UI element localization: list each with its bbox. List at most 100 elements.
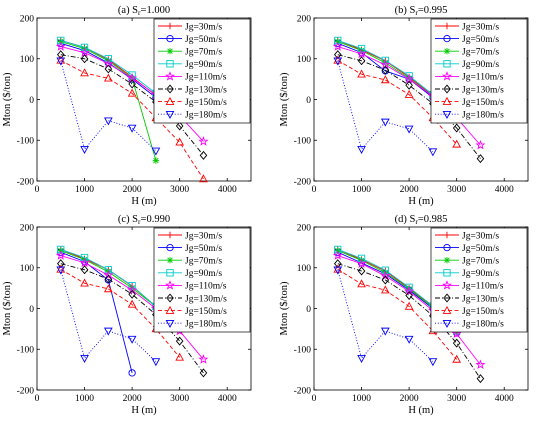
data-point-marker [405,75,413,82]
data-point-marker [103,327,113,336]
x-tick-label: 0 [312,394,317,404]
x-tick-label: 1000 [75,394,94,404]
x-axis-label: H (m) [408,196,434,207]
chart-title-main: (a) S [118,5,138,16]
legend-marker [165,110,175,119]
chart-title: (a) Sr=1.000 [118,5,170,17]
data-point-marker [357,56,366,66]
data-point-marker [357,44,366,53]
chart-title-subscript: r [415,217,418,226]
data-point-marker [381,275,390,285]
data-point-marker [104,266,112,274]
data-point-marker [80,43,89,51]
series-line [60,263,204,374]
x-tick-label: 1000 [75,185,94,195]
legend-entry-label: Jg=150m/s [462,98,504,108]
data-point-marker [405,283,413,291]
y-tick-label: -100 [17,137,35,147]
data-point-marker [332,41,343,51]
x-tick-label: 2000 [400,394,419,404]
legend-marker [441,71,453,81]
data-point-marker [381,266,389,274]
series-line [60,59,204,180]
data-point-marker [356,258,367,268]
data-point-marker [104,64,113,74]
x-axis-label: H (m) [408,405,434,416]
chart-panel-3: (d) Sr=0.985 0 1000 2000 3000 4000 -200 -100 0 10… [279,214,529,416]
data-point-marker [476,154,485,164]
legend-marker [166,84,174,94]
legend-marker [443,84,451,94]
x-tick-label: 4000 [218,185,237,195]
chart-title-subscript: r [138,8,141,17]
data-point-marker [175,336,184,346]
chart-title-subscript: r [138,217,141,226]
data-point-marker [127,124,137,133]
series-line [337,263,481,379]
data-point-marker [80,278,89,287]
y-tick-label: -200 [17,386,35,396]
series-7 [56,266,161,367]
data-point-marker [404,335,414,344]
data-point-marker [104,274,113,284]
y-tick-label: 0 [29,96,34,106]
legend-marker [443,231,451,239]
x-tick-label: 4000 [495,394,514,404]
data-point-marker [175,121,184,131]
legend-marker [443,293,451,303]
y-tick-label: -100 [294,137,312,147]
y-tick-label: 100 [297,55,312,65]
y-tick-label: -200 [17,177,35,187]
legend-entry-label: Jg=30m/s [462,22,499,32]
data-point-marker [198,354,209,364]
data-point-marker [332,250,343,260]
legend-entry-label: Jg=50m/s [185,244,222,254]
legend-entry-label: Jg=90m/s [185,60,222,70]
series-7 [56,57,161,156]
data-point-marker [80,145,89,154]
legend-entry-label: Jg=150m/s [185,98,227,108]
data-point-marker [357,266,366,276]
data-point-marker [80,253,89,262]
x-tick-label: 1000 [352,185,371,195]
data-point-marker [55,250,66,260]
legend-marker [166,231,174,239]
legend-entry-label: Jg=70m/s [185,48,222,58]
x-tick-label: 3000 [170,394,189,404]
legend-marker [165,96,175,105]
y-tick-label: 0 [306,305,311,315]
data-point-marker [357,254,366,263]
data-point-marker [476,374,485,384]
legend-entry-label: Jg=130m/s [462,294,504,304]
x-tick-label: 3000 [170,185,189,195]
data-point-marker [56,266,66,275]
y-tick-label: 100 [20,55,35,65]
data-point-marker [103,117,113,126]
data-point-marker [380,75,390,84]
legend: Jg=30m/s Jg=50m/s Jg=70m/s Jg=90m/s Jg=110m/… [430,18,528,124]
legend-entry-label: Jg=180m/s [462,111,504,121]
data-point-marker [404,125,414,134]
x-tick-label: 2000 [400,185,419,195]
data-point-marker [380,270,391,281]
y-tick-label: 200 [297,223,312,233]
data-point-marker [405,290,413,300]
data-point-marker [56,57,66,66]
x-tick-label: 1000 [352,394,371,404]
legend-entry-label: Jg=150m/s [462,307,504,317]
data-point-marker [405,285,413,293]
data-point-marker [452,123,461,133]
y-tick-label: -100 [294,346,312,356]
legend-marker [442,96,452,105]
y-tick-label: 200 [297,14,312,24]
legend-entry-label: Jg=110m/s [185,282,227,292]
chart-title-main: (b) S [395,5,416,16]
data-point-marker [333,259,342,269]
data-point-marker [152,157,160,164]
data-point-marker [55,41,66,51]
data-point-marker [104,55,112,63]
data-point-marker [80,54,89,64]
series-line [60,54,204,156]
y-tick-label: 200 [20,14,35,24]
